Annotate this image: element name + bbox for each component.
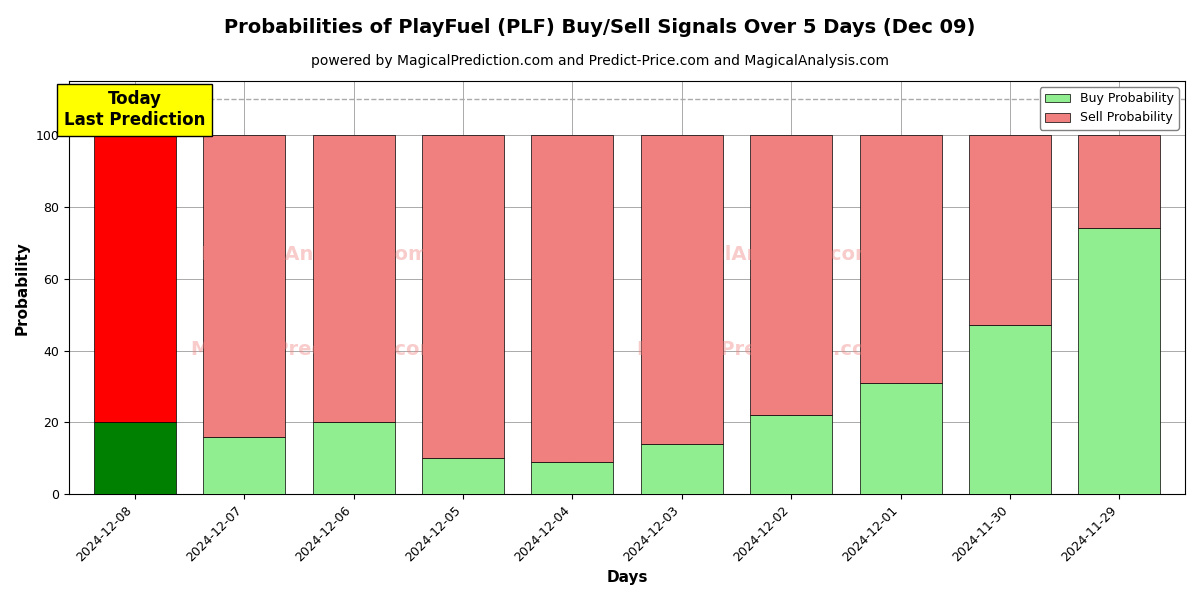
Text: MagicalAnalysis.com: MagicalAnalysis.com: [647, 245, 875, 264]
Bar: [859, 135, 942, 383]
Bar: [532, 135, 613, 462]
Bar: [94, 422, 176, 494]
Bar: [532, 462, 613, 494]
Bar: [312, 135, 395, 422]
Bar: [422, 458, 504, 494]
X-axis label: Days: Days: [606, 570, 648, 585]
Bar: [750, 415, 832, 494]
Bar: [968, 135, 1051, 325]
Text: MagicalAnalysis.com: MagicalAnalysis.com: [200, 245, 428, 264]
Bar: [968, 325, 1051, 494]
Text: Probabilities of PlayFuel (PLF) Buy/Sell Signals Over 5 Days (Dec 09): Probabilities of PlayFuel (PLF) Buy/Sell…: [224, 18, 976, 37]
Text: MagicalPrediction.com: MagicalPrediction.com: [190, 340, 439, 359]
Text: Today
Last Prediction: Today Last Prediction: [64, 91, 205, 129]
Text: MagicalPrediction.com: MagicalPrediction.com: [636, 340, 886, 359]
Bar: [859, 383, 942, 494]
Bar: [203, 437, 286, 494]
Bar: [641, 444, 722, 494]
Bar: [422, 135, 504, 458]
Legend: Buy Probability, Sell Probability: Buy Probability, Sell Probability: [1040, 87, 1178, 130]
Text: powered by MagicalPrediction.com and Predict-Price.com and MagicalAnalysis.com: powered by MagicalPrediction.com and Pre…: [311, 54, 889, 68]
Bar: [312, 422, 395, 494]
Bar: [1079, 229, 1160, 494]
Bar: [750, 135, 832, 415]
Bar: [203, 135, 286, 437]
Y-axis label: Probability: Probability: [16, 241, 30, 335]
Bar: [641, 135, 722, 444]
Bar: [1079, 135, 1160, 229]
Bar: [94, 135, 176, 422]
